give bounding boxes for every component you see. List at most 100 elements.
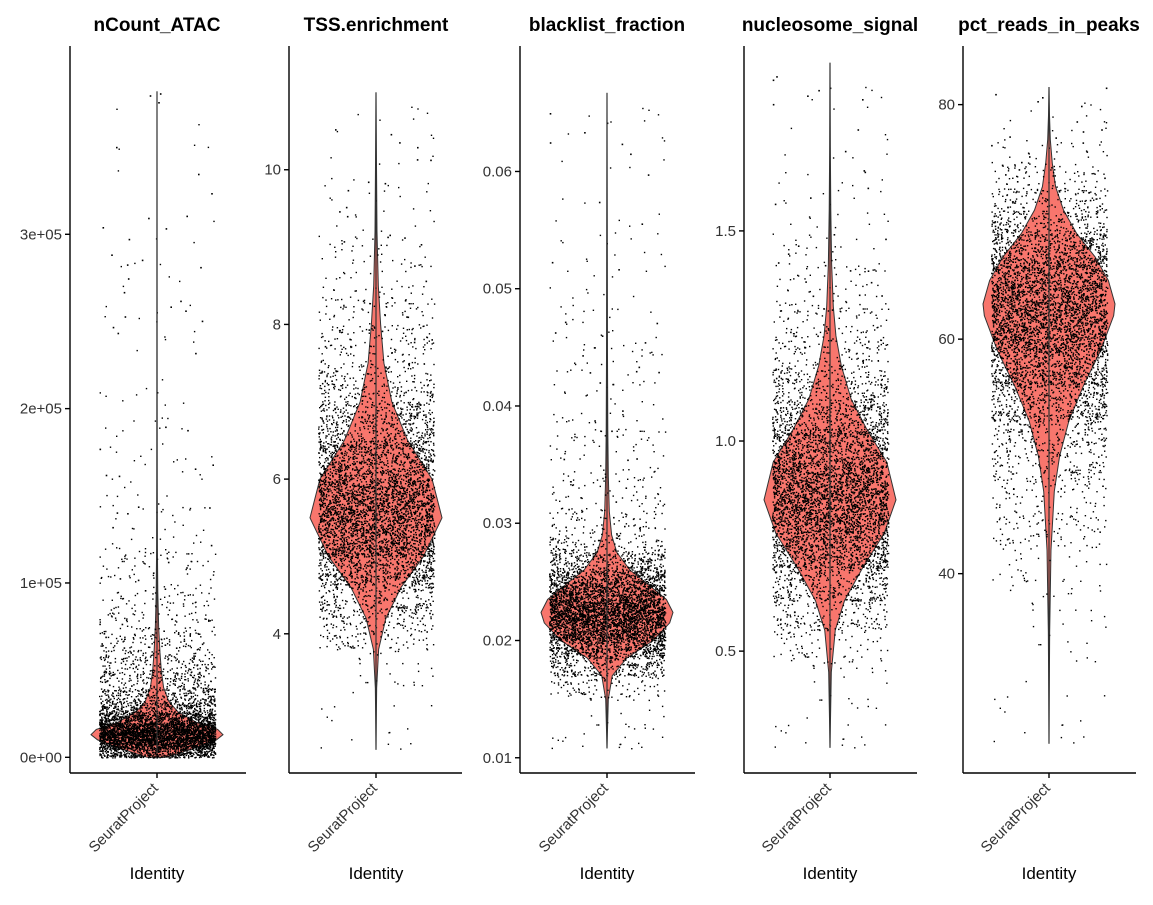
data-point <box>146 695 147 696</box>
data-point <box>118 747 119 748</box>
data-point <box>117 670 118 671</box>
data-point <box>152 598 153 599</box>
data-point <box>124 684 125 685</box>
data-point <box>143 749 144 750</box>
data-point <box>152 634 153 635</box>
data-point <box>154 707 155 708</box>
data-point <box>215 554 216 555</box>
data-point <box>149 734 150 735</box>
data-point <box>193 692 194 693</box>
data-point <box>175 685 176 686</box>
data-point <box>174 683 175 684</box>
data-point <box>150 553 151 554</box>
data-point <box>170 749 171 750</box>
data-point <box>116 109 117 110</box>
data-point <box>121 668 122 669</box>
data-point <box>147 733 148 734</box>
data-point <box>158 718 159 719</box>
data-point <box>181 744 182 745</box>
data-point <box>145 464 146 465</box>
data-point <box>201 687 202 688</box>
data-point <box>142 561 143 562</box>
data-point <box>134 726 135 727</box>
data-point <box>108 708 109 709</box>
data-point <box>149 727 150 728</box>
data-point <box>111 750 112 751</box>
data-point <box>203 720 204 721</box>
data-point <box>188 725 189 726</box>
data-point <box>179 708 180 709</box>
data-point <box>189 737 190 738</box>
data-point <box>133 528 134 529</box>
data-point <box>189 627 190 628</box>
data-point <box>208 147 209 148</box>
data-point <box>182 746 183 747</box>
data-point <box>149 743 150 744</box>
data-point <box>140 642 141 643</box>
data-point <box>134 263 135 264</box>
data-point <box>200 709 201 710</box>
data-point <box>123 286 124 287</box>
data-point <box>166 731 167 732</box>
data-point <box>211 752 212 753</box>
data-point <box>125 740 126 741</box>
data-point <box>179 726 180 727</box>
data-point <box>184 595 185 596</box>
data-point <box>139 718 140 719</box>
data-point <box>191 717 192 718</box>
data-point <box>205 655 206 656</box>
data-point <box>140 456 141 457</box>
data-point <box>200 683 201 684</box>
data-point <box>207 668 208 669</box>
data-point <box>199 680 200 681</box>
data-point <box>198 685 199 686</box>
data-point <box>203 705 204 706</box>
data-point <box>179 281 180 282</box>
data-point <box>124 752 125 753</box>
data-point <box>118 690 119 691</box>
data-point <box>179 757 180 758</box>
data-point <box>201 703 202 704</box>
data-point <box>135 610 136 611</box>
panel-0: nCount_ATAC0e+001e+052e+053e+05SeuratPro… <box>20 15 246 883</box>
data-point <box>104 693 105 694</box>
data-point <box>104 721 105 722</box>
data-point <box>152 643 153 644</box>
data-point <box>120 720 121 721</box>
data-point <box>196 665 197 666</box>
data-point <box>118 681 119 682</box>
data-point <box>215 724 216 725</box>
data-point <box>149 730 150 731</box>
data-point <box>113 746 114 747</box>
data-point <box>192 739 193 740</box>
data-point <box>137 494 138 495</box>
data-point <box>164 658 165 659</box>
data-point <box>194 675 195 676</box>
data-point <box>206 739 207 740</box>
data-point <box>140 754 141 755</box>
data-point <box>171 708 172 709</box>
data-point <box>118 592 119 593</box>
data-point <box>142 637 143 638</box>
data-point <box>161 745 162 746</box>
data-point <box>112 755 113 756</box>
data-point <box>111 720 112 721</box>
data-point <box>204 708 205 709</box>
data-point <box>102 682 103 683</box>
data-point <box>126 724 127 725</box>
data-point <box>121 682 122 683</box>
data-point <box>121 746 122 747</box>
data-point <box>165 716 166 717</box>
data-point <box>128 733 129 734</box>
data-point <box>175 742 176 743</box>
data-point <box>145 639 146 640</box>
data-point <box>178 632 179 633</box>
data-point <box>119 673 120 674</box>
data-point <box>177 699 178 700</box>
data-point <box>144 704 145 705</box>
data-point <box>124 558 125 559</box>
data-point <box>176 654 177 655</box>
data-point <box>102 632 103 633</box>
data-point <box>214 598 215 599</box>
data-point <box>146 664 147 665</box>
